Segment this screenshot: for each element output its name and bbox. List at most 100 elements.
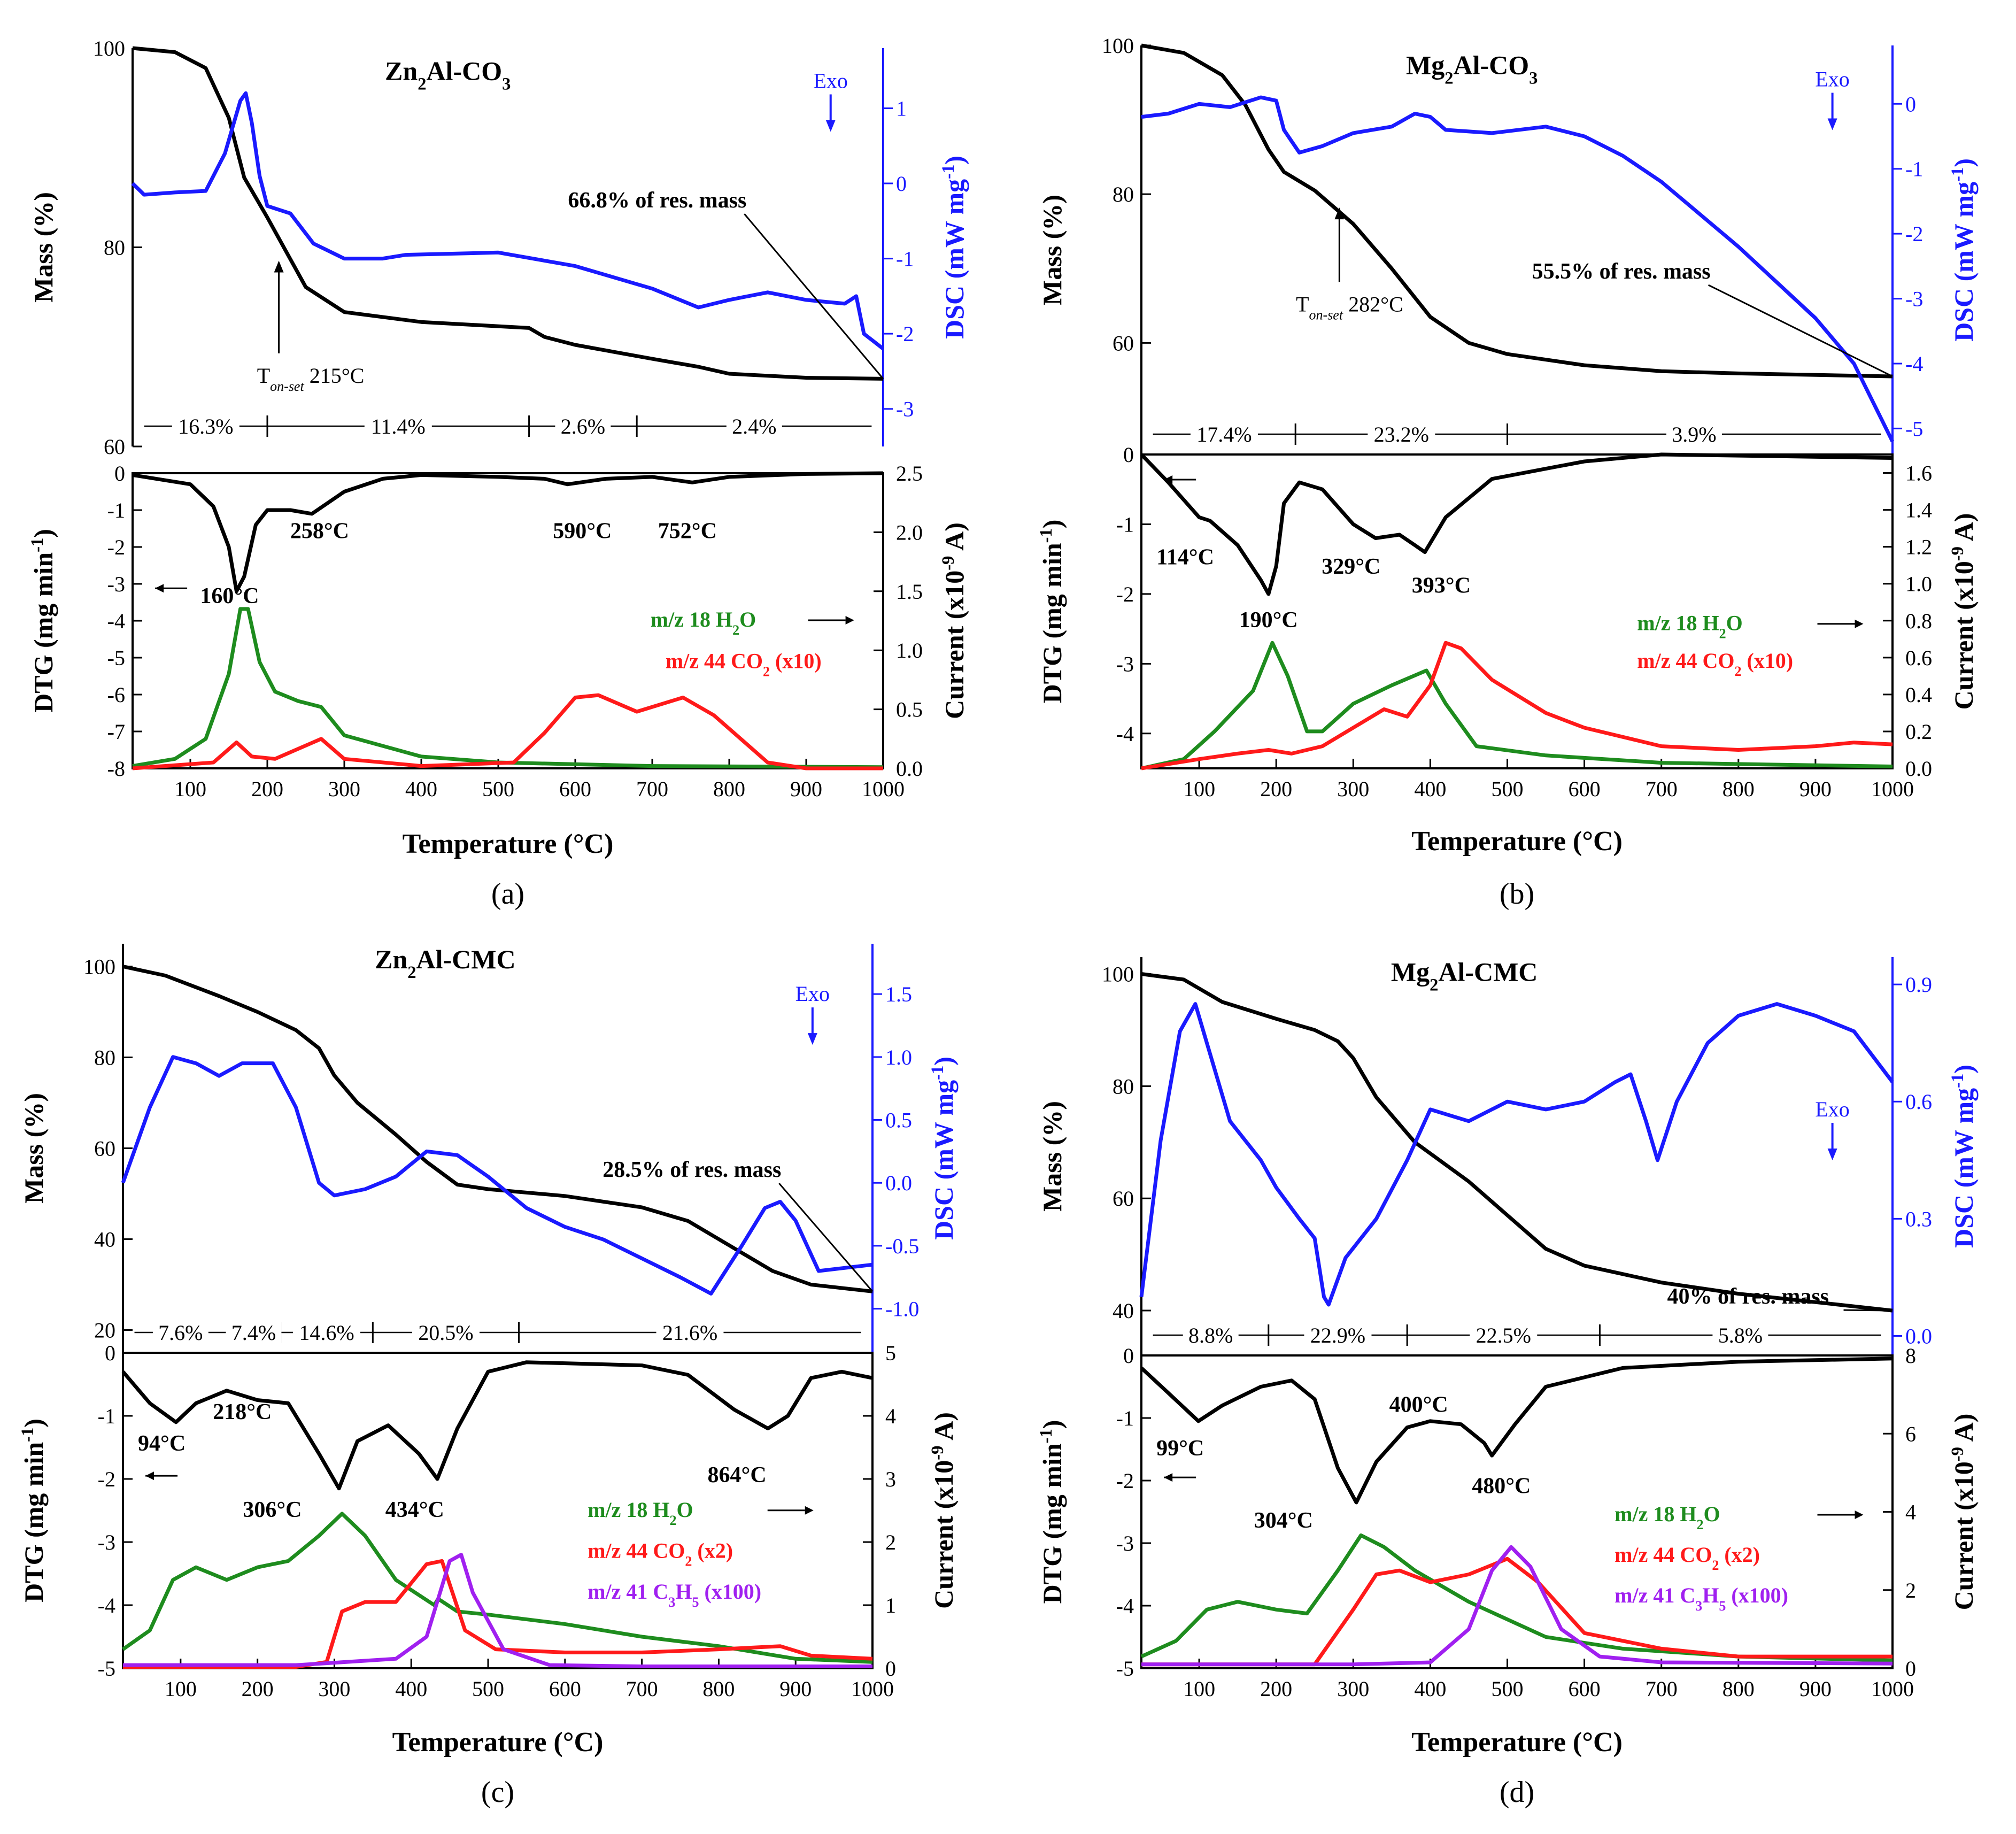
dtg-tick-label: 0 (1123, 1344, 1134, 1368)
x-tick-label: 700 (636, 777, 668, 801)
step-label-bg (226, 1320, 282, 1344)
exo-label: Exo (814, 69, 848, 93)
dtg-tick-label: -3 (107, 572, 125, 596)
panel-label: (a) (491, 877, 524, 911)
mass-tick-label: 60 (94, 1137, 115, 1161)
legend-h2o: m/z 18 H2O (1615, 1502, 1720, 1532)
chart-panel-a: 60 80 100 -3 -2 -1 0 1 Mass (%) DSC (mW mg-1) Zn2A… (28, 36, 969, 911)
mass-tick-label: 100 (1102, 34, 1134, 58)
exo-label: Exo (795, 982, 830, 1006)
mass-tick-label: 60 (1113, 1186, 1134, 1211)
current-tick-label: 1.0 (896, 638, 923, 662)
residual-mass-label: 66.8% of res. mass (568, 188, 746, 213)
dtg-peak-label: 393°C (1412, 573, 1471, 598)
dsc-axis-label: DSC (mW mg-1) (939, 156, 969, 339)
mass-tick-label: 80 (104, 236, 125, 260)
step-mass-loss: 7.4% (231, 1321, 276, 1345)
dtg-tick-label: -5 (98, 1656, 115, 1681)
panel-title: Zn2Al-CO3 (385, 56, 511, 94)
panel-label: (d) (1500, 1776, 1534, 1809)
dtg-axis-label: DTG (mg min-1) (1037, 520, 1067, 704)
current-tick-label: 3 (885, 1467, 896, 1491)
dsc-tick-label: -1.0 (885, 1297, 919, 1321)
current-tick-label: 1 (885, 1593, 896, 1617)
x-tick-label: 1000 (1871, 1677, 1914, 1701)
mass-tick-label: 100 (1102, 962, 1134, 986)
current-tick-label: 0.5 (896, 698, 923, 722)
dtg-curve (132, 471, 884, 594)
dtg-tick-label: -1 (1116, 512, 1134, 536)
current-axis-label: Current (x10-9 A) (939, 522, 969, 719)
x-tick-label: 300 (1337, 777, 1369, 801)
current-axis-label: Current (x10-9 A) (928, 1412, 959, 1609)
step-mass-loss: 16.3% (178, 414, 233, 438)
dtg-peak-label: 306°C (243, 1498, 302, 1522)
step-mass-loss: 7.6% (158, 1321, 203, 1345)
dsc-tick-label: -0.5 (885, 1234, 919, 1258)
current-axis-arrow-head (1855, 619, 1864, 628)
mass-curve (122, 965, 873, 1293)
h2o-curve (132, 607, 884, 769)
step-mass-loss: 5.8% (1718, 1323, 1763, 1347)
dtg-axis-arrow-head (1164, 1473, 1173, 1482)
dtg-tick-label: -4 (107, 609, 125, 633)
x-tick-label: 700 (1646, 1677, 1678, 1701)
residual-mass-label: 40% of res. mass (1667, 1284, 1829, 1309)
x-tick-label: 100 (165, 1677, 197, 1701)
step-mass-loss: 22.9% (1310, 1323, 1365, 1347)
current-tick-label: 5 (885, 1341, 896, 1365)
dtg-peak-label: 304°C (1254, 1508, 1313, 1533)
dtg-tick-label: -4 (1116, 722, 1134, 746)
step-label-bg (1190, 421, 1258, 446)
current-tick-label: 2.0 (896, 520, 923, 544)
legend-h2o: m/z 18 H2O (1637, 611, 1742, 642)
step-label-bg (412, 1320, 480, 1344)
legend-c3h5: m/z 41 C3H5 (x100) (1615, 1583, 1788, 1614)
x-tick-label: 300 (1337, 1677, 1369, 1701)
step-mass-loss: 20.5% (418, 1321, 473, 1345)
x-tick-label: 400 (405, 777, 437, 801)
dtg-peak-label: 114°C (1156, 545, 1214, 569)
h2o-curve (121, 1512, 873, 1664)
dsc-tick-label: 1 (896, 96, 907, 120)
dtg-tick-label: 0 (114, 461, 125, 486)
current-tick-label: 8 (1905, 1344, 1916, 1368)
dtg-tick-label: -4 (98, 1593, 115, 1617)
dtg-tick-label: -3 (1116, 1531, 1134, 1555)
dtg-tick-label: -1 (98, 1404, 115, 1428)
current-tick-label: 1.6 (1905, 461, 1932, 486)
mass-curve (1141, 972, 1893, 1313)
current-axis-arrow-head (845, 616, 854, 625)
co2-curve (123, 1559, 873, 1669)
residual-mass-pointer (744, 213, 884, 380)
x-tick-label: 400 (1414, 1677, 1446, 1701)
bottom-frame (122, 1352, 874, 1669)
dtg-peak-label: 400°C (1389, 1392, 1448, 1417)
dsc-tick-label: -2 (896, 322, 914, 346)
exo-arrow-head (1827, 118, 1837, 130)
dsc-tick-label: -5 (1905, 417, 1923, 441)
c3h5-curve (1141, 1545, 1893, 1667)
dsc-axis-label: DSC (mW mg-1) (1948, 1065, 1979, 1248)
mass-tick-label: 40 (1113, 1299, 1134, 1323)
mass-tick-label: 40 (94, 1228, 115, 1252)
x-tick-label: 800 (702, 1677, 735, 1701)
current-tick-label: 0.6 (1905, 646, 1932, 670)
dsc-tick-label: 0.3 (1905, 1207, 1932, 1231)
step-label-bg (555, 413, 611, 438)
h2o-curve (1140, 1533, 1893, 1662)
x-axis-label: Temperature (°C) (403, 829, 614, 859)
dtg-peak-label: 329°C (1322, 554, 1380, 579)
mass-curve (1141, 43, 1893, 379)
step-label-bg (172, 413, 240, 438)
step-label-bg (726, 413, 782, 438)
current-tick-label: 2 (1905, 1578, 1916, 1602)
step-mass-loss: 11.4% (371, 414, 426, 438)
current-tick-label: 2 (885, 1530, 896, 1554)
co2-curve (132, 693, 883, 770)
dtg-peak-label: 218°C (213, 1400, 272, 1424)
co2-curve (1141, 641, 1893, 770)
step-mass-loss: 23.2% (1374, 422, 1429, 446)
current-tick-label: 0 (1905, 1656, 1916, 1681)
